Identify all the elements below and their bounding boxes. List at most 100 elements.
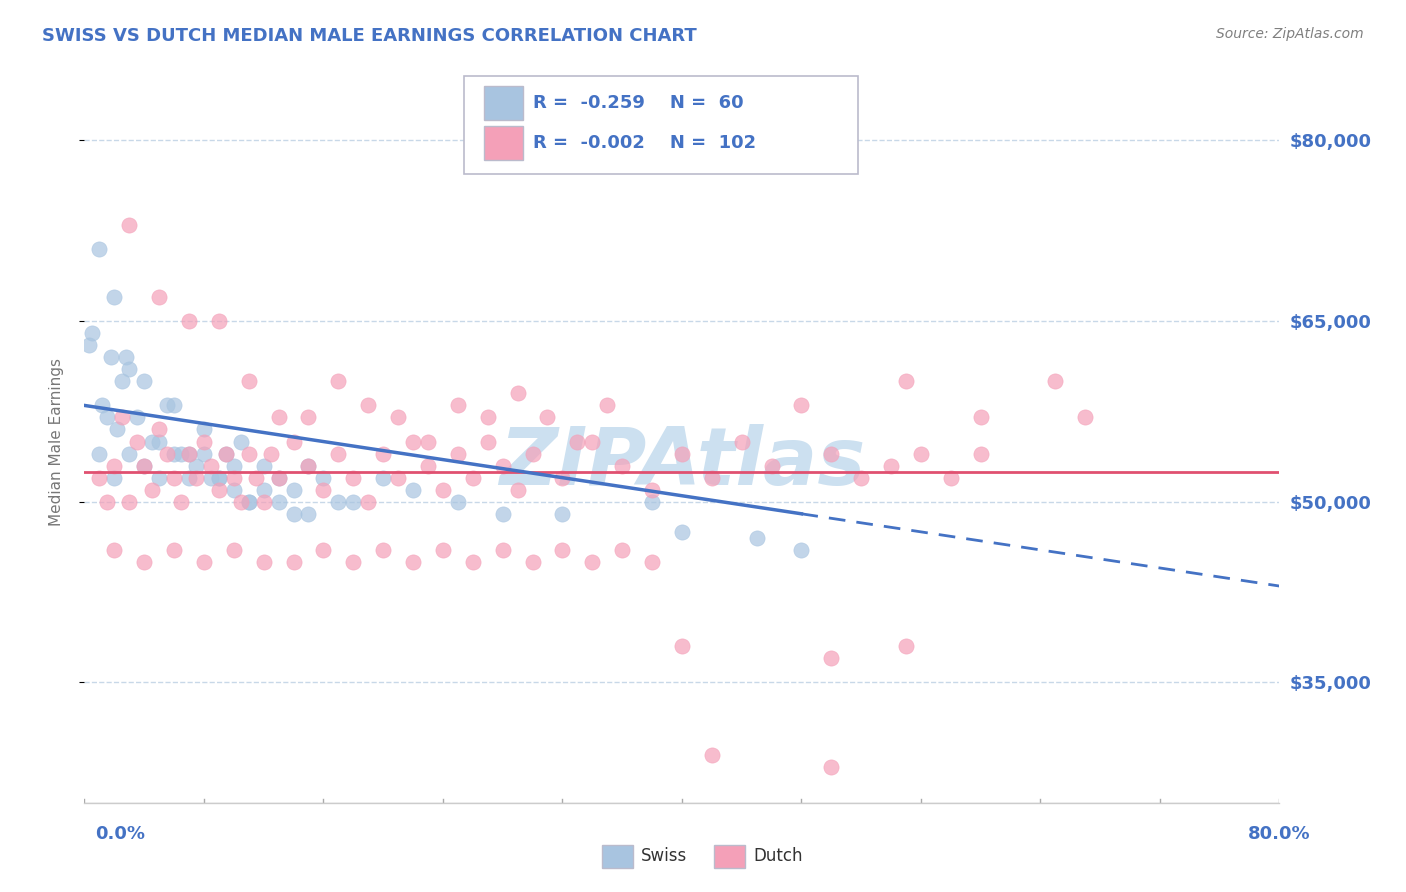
Point — [671, 639, 693, 653]
Point — [186, 471, 208, 485]
Point — [170, 494, 193, 508]
Point — [790, 542, 813, 557]
Point — [312, 542, 335, 557]
Point — [215, 446, 238, 460]
Point — [222, 542, 245, 557]
Point — [492, 507, 515, 521]
Point — [851, 471, 873, 485]
Point — [118, 446, 141, 460]
Text: 80.0%: 80.0% — [1247, 825, 1310, 843]
Point — [297, 507, 319, 521]
Point — [402, 483, 425, 497]
Point — [312, 471, 335, 485]
Point — [1074, 410, 1097, 425]
Point — [231, 434, 253, 449]
Point — [342, 471, 364, 485]
Point — [208, 471, 231, 485]
Point — [245, 471, 267, 485]
Point — [193, 423, 215, 437]
Point — [297, 458, 319, 473]
Point — [193, 555, 215, 569]
Point — [671, 446, 693, 460]
Point — [253, 555, 276, 569]
Point — [267, 410, 290, 425]
Point — [581, 555, 603, 569]
Point — [551, 471, 574, 485]
Point — [222, 483, 245, 497]
Point — [267, 494, 290, 508]
Text: ZIPAtlas: ZIPAtlas — [499, 425, 865, 502]
Point — [820, 446, 842, 460]
Text: SWISS VS DUTCH MEDIAN MALE EARNINGS CORRELATION CHART: SWISS VS DUTCH MEDIAN MALE EARNINGS CORR… — [42, 27, 697, 45]
Point — [96, 494, 118, 508]
Point — [222, 471, 245, 485]
Point — [253, 494, 276, 508]
Point — [342, 555, 364, 569]
Point — [596, 398, 619, 412]
Point — [163, 471, 186, 485]
Point — [581, 434, 603, 449]
Point — [492, 542, 515, 557]
Point — [820, 760, 842, 774]
Point — [416, 434, 439, 449]
Point — [506, 483, 529, 497]
Point — [551, 507, 574, 521]
Point — [148, 471, 170, 485]
Point — [231, 494, 253, 508]
Point — [132, 375, 156, 389]
Point — [880, 458, 903, 473]
Point — [208, 314, 231, 328]
Point — [200, 471, 222, 485]
Point — [820, 651, 842, 665]
Text: Dutch: Dutch — [754, 847, 803, 865]
Point — [193, 446, 215, 460]
Point — [416, 458, 439, 473]
Point — [238, 494, 260, 508]
Point — [641, 494, 664, 508]
Point — [96, 410, 118, 425]
Point — [283, 483, 305, 497]
Point — [477, 410, 499, 425]
Point — [671, 524, 693, 539]
Point — [492, 458, 515, 473]
Point — [328, 446, 350, 460]
Point — [177, 314, 200, 328]
Point — [910, 446, 932, 460]
Point — [155, 398, 177, 412]
Point — [111, 375, 134, 389]
Point — [260, 446, 283, 460]
Point — [132, 458, 156, 473]
Point — [132, 458, 156, 473]
Point — [253, 483, 276, 497]
Point — [89, 242, 111, 256]
Point — [118, 362, 141, 376]
Point — [387, 410, 409, 425]
Point — [612, 542, 634, 557]
Point — [477, 434, 499, 449]
Point — [612, 458, 634, 473]
Point — [745, 531, 768, 545]
Point — [89, 471, 111, 485]
Point — [103, 471, 125, 485]
Point — [522, 446, 544, 460]
Point — [148, 290, 170, 304]
Point — [461, 555, 484, 569]
Point — [141, 434, 163, 449]
Point — [238, 375, 260, 389]
Text: 0.0%: 0.0% — [96, 825, 146, 843]
Point — [208, 471, 231, 485]
Point — [118, 494, 141, 508]
Point — [357, 494, 380, 508]
Point — [387, 471, 409, 485]
Point — [125, 410, 148, 425]
Point — [89, 446, 111, 460]
Point — [253, 458, 276, 473]
Point — [522, 555, 544, 569]
Point — [402, 434, 425, 449]
Point — [91, 398, 114, 412]
Point — [894, 375, 917, 389]
Point — [671, 133, 693, 147]
Point — [148, 434, 170, 449]
Point — [297, 458, 319, 473]
Point — [567, 434, 589, 449]
